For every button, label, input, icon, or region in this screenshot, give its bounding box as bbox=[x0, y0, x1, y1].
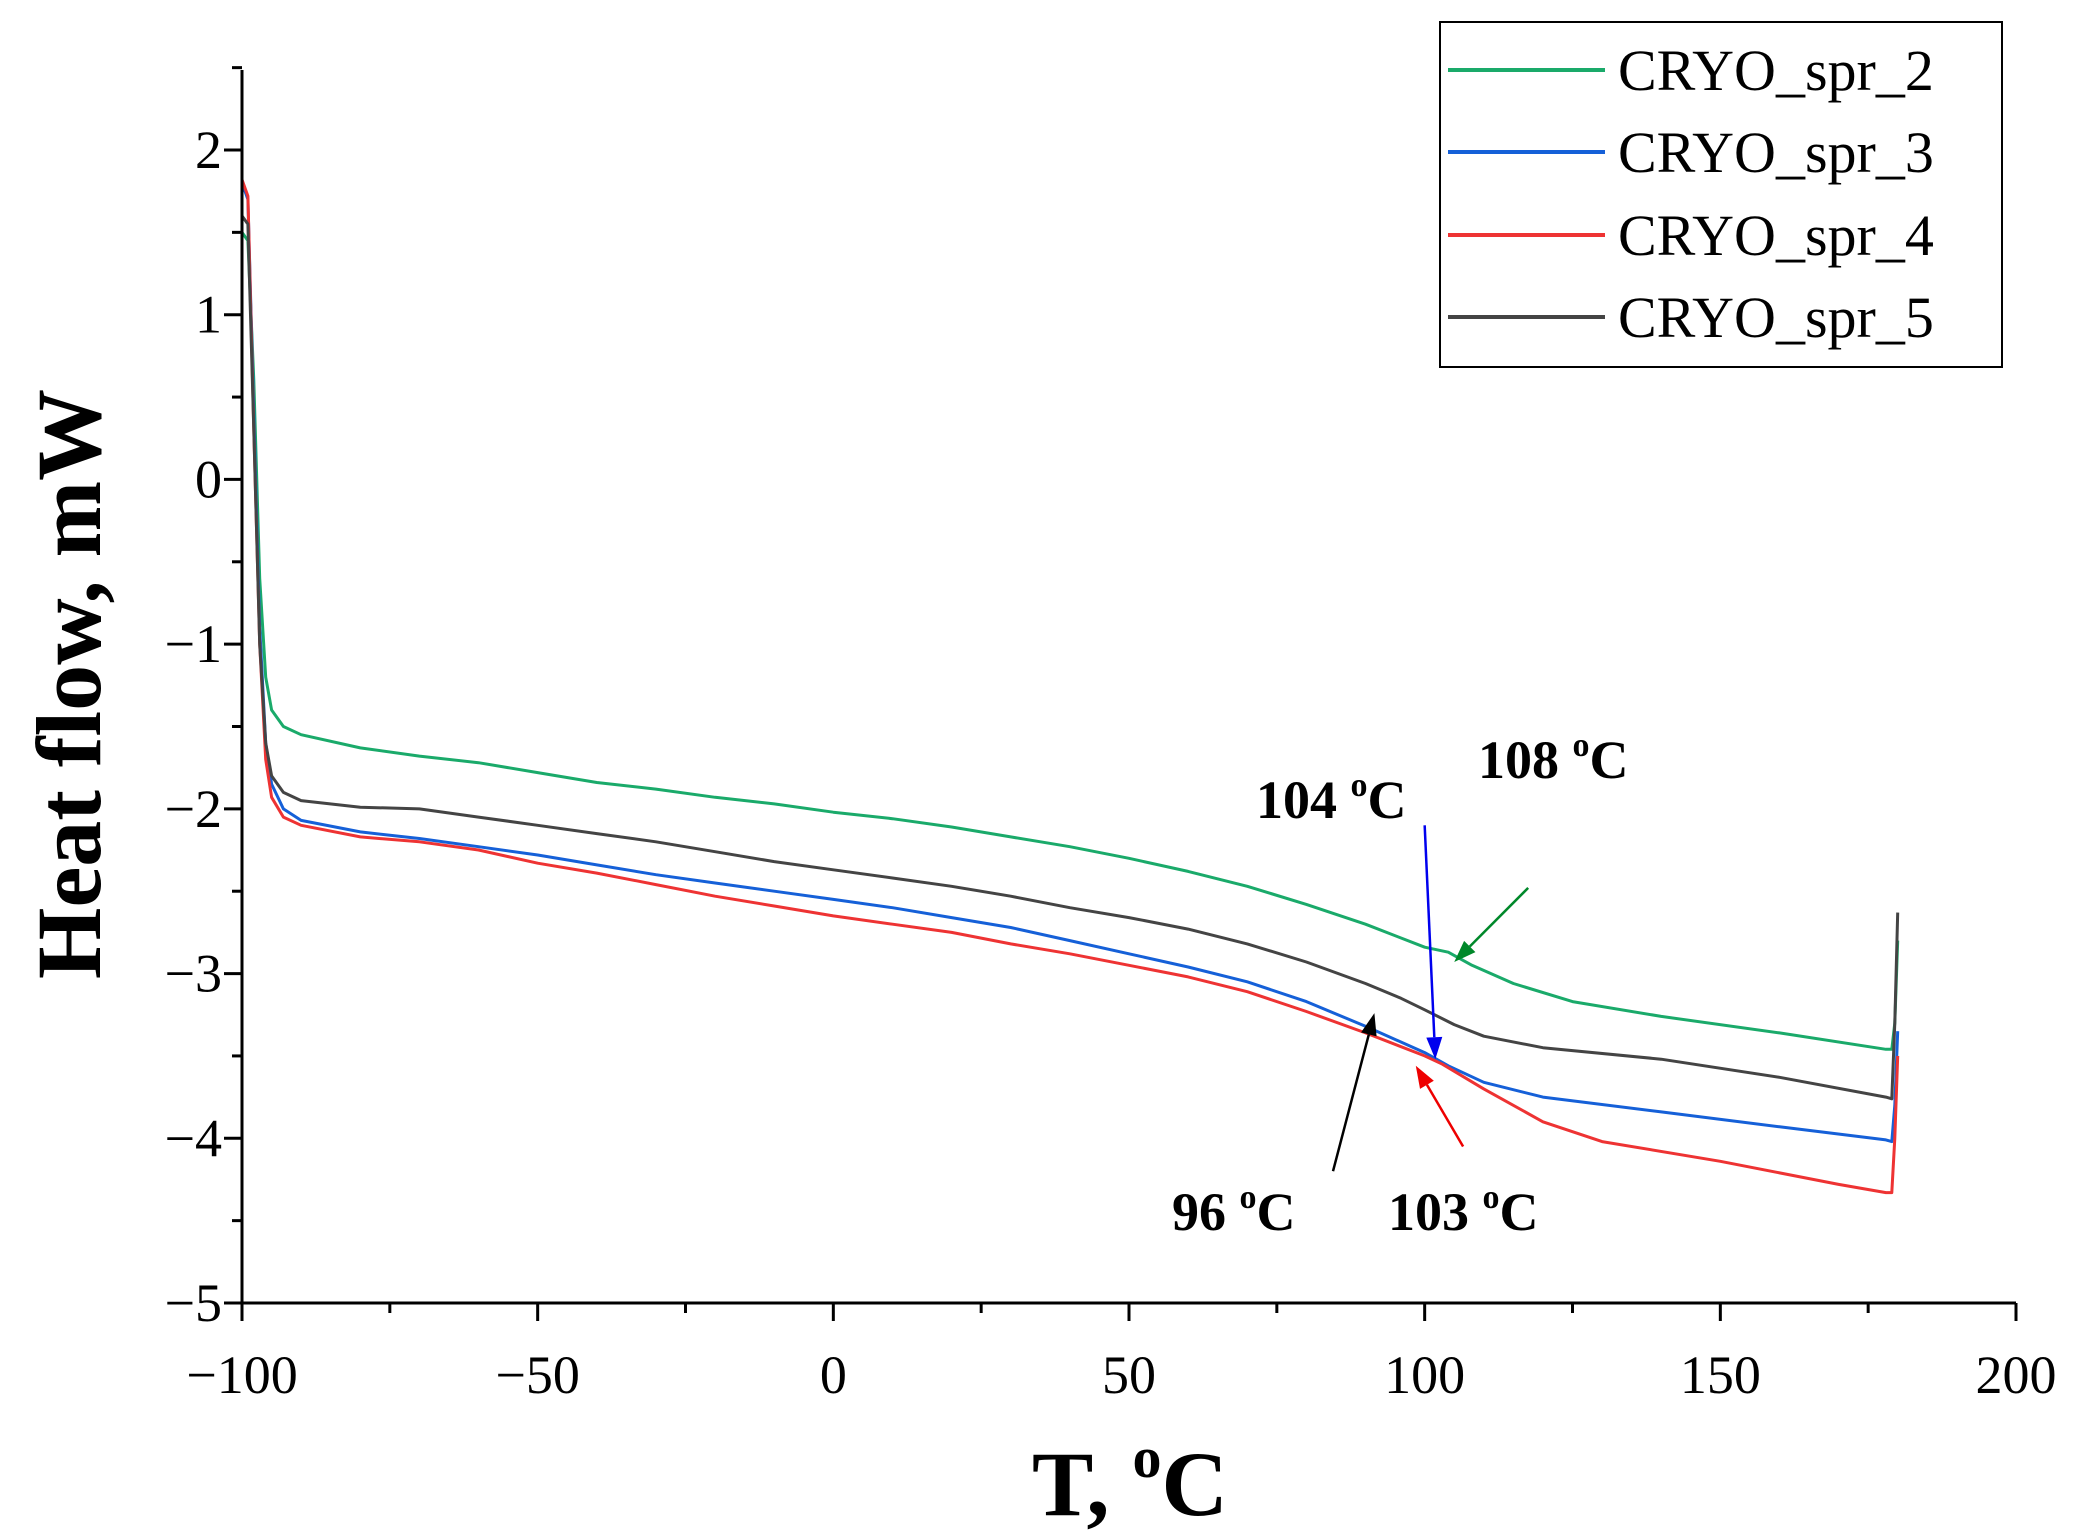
y-tick-label: −4 bbox=[165, 1108, 222, 1168]
legend-item-cryo-spr-4: CRYO_spr_4 bbox=[1448, 203, 1934, 268]
legend-item-cryo-spr-2: CRYO_spr_2 bbox=[1448, 38, 1934, 103]
annotation-label-104: 104 oC bbox=[1256, 767, 1407, 830]
legend-item-cryo-spr-5: CRYO_spr_5 bbox=[1448, 285, 1934, 350]
y-tick-label: −5 bbox=[165, 1273, 222, 1333]
series-line-cryo-spr-3 bbox=[240, 182, 1900, 1144]
legend-box bbox=[1439, 21, 2003, 368]
x-ticks: −100 −50 0 50 100 150 200 bbox=[186, 1303, 2057, 1405]
x-tick-label: 100 bbox=[1384, 1345, 1465, 1405]
x-tick-label: −100 bbox=[186, 1345, 297, 1405]
legend-label-cryo-spr-4: CRYO_spr_4 bbox=[1618, 203, 1934, 268]
legend-label-cryo-spr-2: CRYO_spr_2 bbox=[1618, 38, 1934, 103]
legend-item-cryo-spr-3: CRYO_spr_3 bbox=[1448, 120, 1934, 185]
annotation-value-96: 96 bbox=[1172, 1182, 1240, 1242]
annotation-unit-96: C bbox=[1257, 1182, 1296, 1242]
y-tick-label: 1 bbox=[195, 285, 222, 345]
y-tick-label: −3 bbox=[165, 944, 222, 1004]
annotation-value-108: 108 bbox=[1478, 730, 1573, 790]
annotation-arrow-head-96 bbox=[1361, 1013, 1377, 1037]
legend: CRYO_spr_2 CRYO_spr_3 CRYO_spr_4 CRYO_sp… bbox=[1439, 21, 2003, 368]
y-ticks: −5 −4 −3 −2 −1 0 1 2 bbox=[165, 66, 242, 1333]
annotation-label-103: 103 oC bbox=[1388, 1179, 1539, 1242]
y-tick-label: 0 bbox=[195, 449, 222, 509]
y-axis-title: Heat flow, mW bbox=[18, 389, 120, 979]
x-tick-label: 50 bbox=[1102, 1345, 1156, 1405]
plot-lines bbox=[240, 179, 1900, 1195]
annotation-value-104: 104 bbox=[1256, 770, 1351, 830]
legend-label-cryo-spr-5: CRYO_spr_5 bbox=[1618, 285, 1934, 350]
x-tick-label: 0 bbox=[820, 1345, 847, 1405]
x-tick-label: 150 bbox=[1680, 1345, 1761, 1405]
annotation-degree-108: o bbox=[1573, 727, 1590, 764]
annotation-arrow-line-96 bbox=[1331, 1034, 1371, 1172]
legend-label-cryo-spr-3: CRYO_spr_3 bbox=[1618, 120, 1934, 185]
annotation-value-103: 103 bbox=[1388, 1182, 1483, 1242]
x-tick-label: 200 bbox=[1976, 1345, 2057, 1405]
series-line-cryo-spr-5 bbox=[240, 215, 1900, 1101]
x-axis-title-unit: C bbox=[1162, 1433, 1228, 1535]
annotation-degree-103: o bbox=[1483, 1179, 1500, 1216]
annotation-degree-104: o bbox=[1351, 767, 1368, 804]
annotation-arrow-line-108 bbox=[1468, 887, 1530, 948]
x-axis-title: T, oC bbox=[1032, 1425, 1228, 1535]
annotation-arrow-head-104 bbox=[1426, 1036, 1443, 1060]
annotation-arrow-line-104 bbox=[1423, 825, 1436, 1038]
x-tick-label: −50 bbox=[495, 1345, 579, 1405]
annotation-unit-104: C bbox=[1368, 770, 1407, 830]
annotation-label-96: 96 oC bbox=[1172, 1179, 1296, 1242]
annotation-arrow-head-103 bbox=[1415, 1065, 1434, 1089]
annotation-arrow-head-108 bbox=[1454, 940, 1476, 963]
series-line-cryo-spr-4 bbox=[240, 179, 1900, 1195]
y-tick-label: −2 bbox=[165, 779, 222, 839]
y-tick-label: 2 bbox=[195, 120, 222, 180]
series-line-cryo-spr-2 bbox=[240, 231, 1900, 1051]
annotation-arrows bbox=[1331, 825, 1530, 1172]
annotation-unit-108: C bbox=[1590, 730, 1629, 790]
x-axis-title-main: T, bbox=[1032, 1433, 1133, 1535]
annotation-arrow-line-103 bbox=[1425, 1084, 1465, 1148]
annotation-unit-103: C bbox=[1500, 1182, 1539, 1242]
annotation-degree-96: o bbox=[1240, 1179, 1257, 1216]
annotation-label-108: 108 oC bbox=[1478, 727, 1629, 790]
y-tick-label: −1 bbox=[165, 614, 222, 674]
x-axis-title-degree: o bbox=[1133, 1425, 1162, 1490]
